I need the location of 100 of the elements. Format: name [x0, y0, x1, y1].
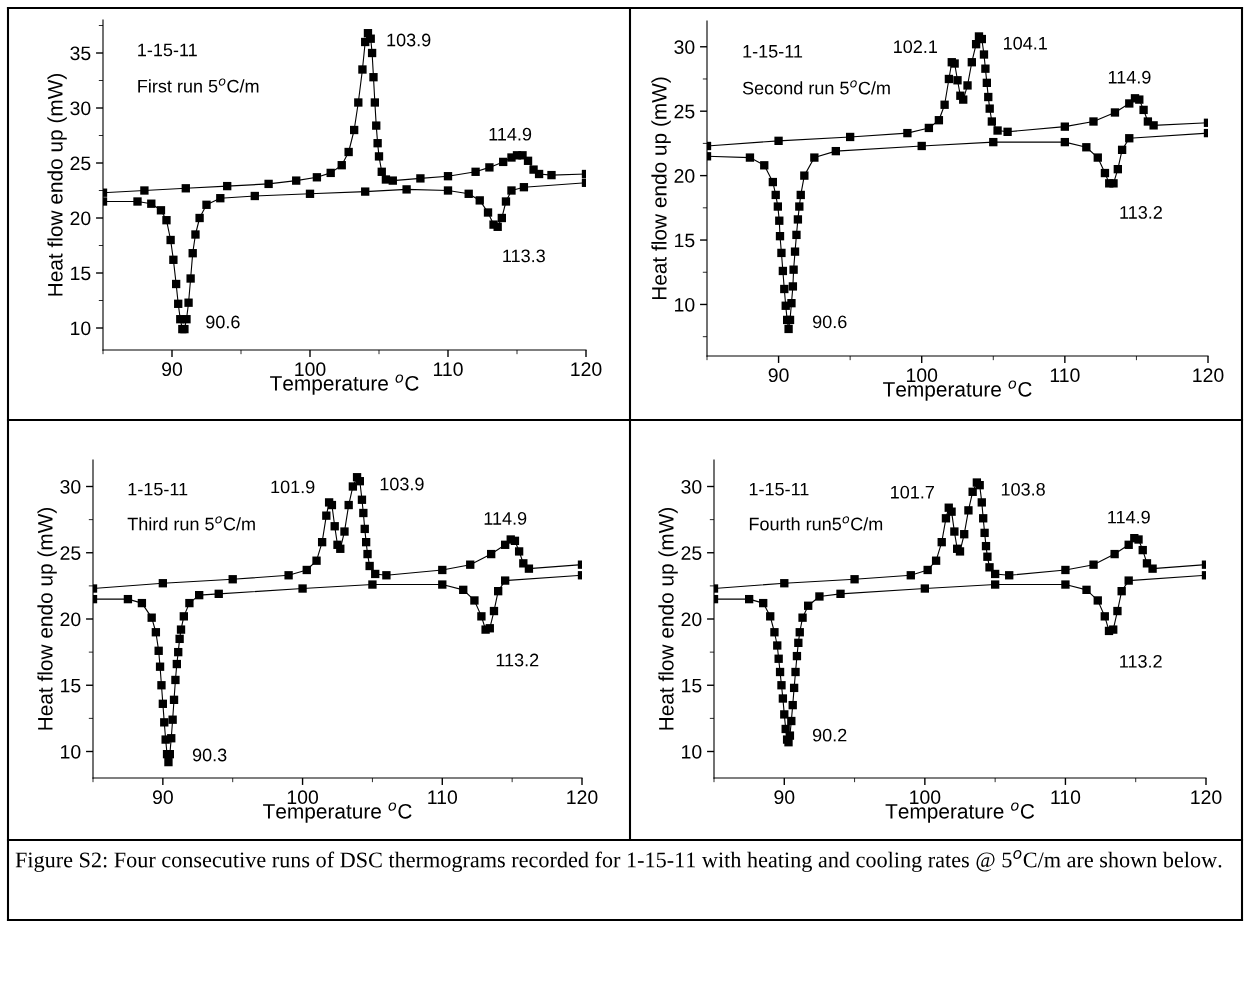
point: [359, 508, 368, 518]
point: [1109, 179, 1118, 188]
point: [501, 197, 511, 206]
point: [348, 482, 358, 491]
point: [1093, 153, 1102, 162]
annotation: 103.9: [387, 33, 431, 47]
point: [1113, 606, 1122, 616]
point: [171, 279, 181, 289]
point: [471, 167, 480, 176]
point: [990, 580, 1000, 589]
point: [171, 675, 180, 685]
y-tick-label: 20: [60, 612, 81, 627]
point: [322, 511, 331, 520]
point: [1124, 576, 1133, 585]
point: [326, 168, 335, 178]
point: [800, 171, 809, 180]
point: [305, 189, 315, 198]
point: [1060, 122, 1070, 131]
point: [489, 606, 499, 616]
point: [151, 628, 161, 637]
point: [1117, 145, 1127, 155]
point: [154, 646, 163, 655]
point: [788, 282, 798, 291]
point: [1138, 545, 1147, 555]
point: [791, 667, 800, 677]
x-tick-label: 90: [768, 368, 789, 383]
point: [1082, 585, 1091, 595]
annotation: 113.3: [503, 249, 545, 263]
point: [416, 174, 425, 183]
point: [977, 498, 986, 507]
point: [777, 681, 786, 690]
point: [524, 564, 534, 573]
point: [759, 598, 768, 608]
point: [774, 654, 783, 663]
point: [202, 200, 211, 209]
annotation: 101.7: [891, 485, 934, 499]
point: [920, 584, 930, 593]
point: [174, 647, 183, 657]
point: [223, 181, 232, 191]
point: [1109, 625, 1118, 634]
point: [987, 117, 997, 126]
point: [798, 613, 807, 622]
y-tick-label: 15: [682, 678, 702, 693]
point: [179, 612, 188, 621]
point: [931, 556, 941, 565]
point: [371, 569, 380, 579]
point: [773, 641, 782, 650]
y-tick-label: 20: [681, 612, 702, 627]
annotation: 114.9: [1108, 70, 1151, 84]
annotation: 113.2: [1120, 206, 1162, 219]
point: [744, 594, 754, 604]
point: [169, 255, 178, 264]
point: [775, 216, 784, 225]
point: [361, 187, 370, 196]
point: [464, 189, 473, 198]
y-axis-title: Heat flow endo up (mW): [47, 73, 67, 296]
point: [344, 500, 353, 510]
point: [1060, 137, 1070, 147]
point: [507, 186, 516, 195]
point: [953, 76, 962, 85]
x-tick-label: 90: [774, 790, 795, 805]
point: [164, 757, 173, 767]
point: [775, 667, 785, 677]
point: [477, 612, 486, 621]
point: [1117, 587, 1126, 596]
x-tick-label: 120: [1191, 790, 1222, 805]
point: [402, 185, 411, 194]
point: [184, 298, 193, 307]
point: [373, 139, 382, 148]
point: [787, 716, 796, 726]
point: [981, 541, 991, 551]
x-tick-label: 110: [428, 790, 458, 805]
y-tick-label: 25: [681, 546, 702, 560]
point: [771, 190, 780, 200]
point: [181, 184, 190, 193]
point: [176, 625, 186, 634]
point: [147, 613, 156, 622]
point: [775, 232, 785, 241]
point: [374, 152, 384, 161]
point: [983, 552, 992, 561]
point: [1089, 117, 1098, 126]
annotation: Second run 5$^{o}$C/m: [742, 80, 890, 95]
annotation: 1-15-11: [743, 45, 803, 58]
point: [793, 215, 803, 224]
point: [497, 213, 506, 223]
point: [934, 116, 944, 125]
point: [365, 561, 374, 571]
point: [155, 662, 165, 671]
point: [796, 190, 805, 200]
point: [361, 537, 371, 547]
y-tick-label: 15: [71, 266, 91, 281]
x-tick-label: 110: [1050, 368, 1080, 383]
point: [959, 95, 968, 104]
point: [760, 161, 769, 170]
point: [990, 569, 1000, 579]
point: [355, 477, 365, 486]
annotation: 101.9: [271, 480, 315, 494]
point: [924, 123, 934, 133]
point: [789, 265, 798, 274]
point: [903, 128, 912, 138]
